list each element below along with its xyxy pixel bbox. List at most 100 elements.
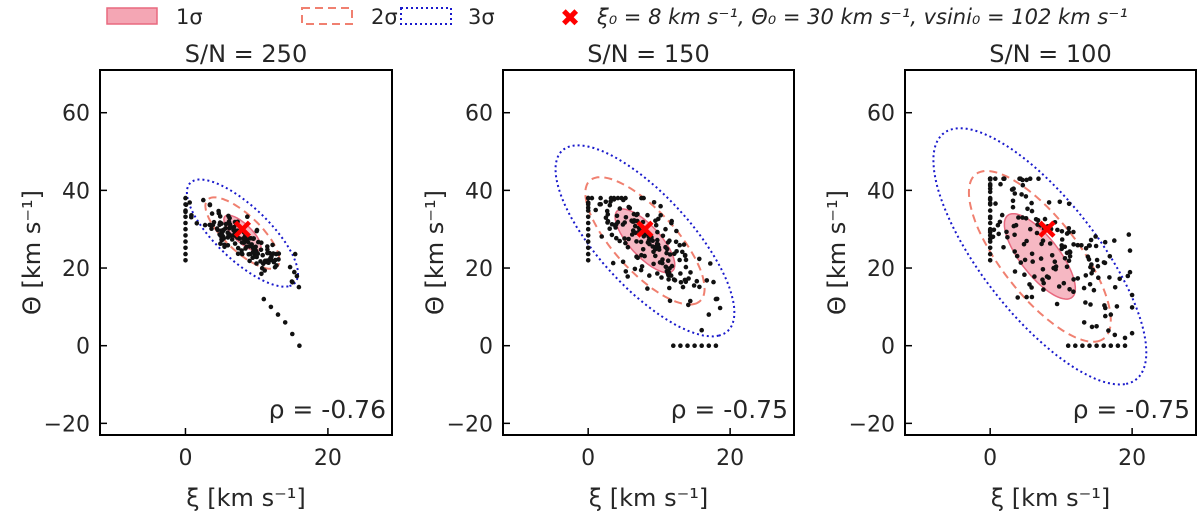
x-axis-label: ξ [km s⁻¹] — [186, 484, 305, 512]
y-tick-label: 40 — [465, 179, 493, 204]
scatter-point — [1059, 237, 1065, 242]
scatter-point — [993, 201, 998, 206]
scatter-point — [1075, 276, 1081, 281]
scatter-point — [235, 245, 241, 251]
scatter-point — [1112, 332, 1118, 338]
axes-frame — [502, 69, 795, 436]
scatter-point — [620, 259, 626, 265]
scatter-point — [1083, 300, 1088, 305]
scatter-point — [615, 195, 621, 201]
scatter-point — [294, 273, 300, 279]
scatter-point — [706, 343, 712, 349]
scatter-point — [1030, 259, 1035, 264]
scatter-point — [621, 197, 626, 203]
scatter-point — [183, 239, 188, 244]
scatter-point — [183, 226, 188, 232]
scatter-point — [215, 227, 220, 233]
scatter-point — [253, 250, 259, 255]
scatter-point — [1046, 275, 1051, 280]
scatter-point — [686, 302, 691, 308]
scatter-point — [987, 233, 993, 238]
scatter-point — [672, 278, 678, 283]
scatter-point — [639, 264, 645, 269]
y-tick-label: −20 — [447, 412, 493, 437]
scatter-point — [259, 271, 264, 277]
scatter-point — [1067, 253, 1073, 259]
scatter-point — [1018, 260, 1024, 265]
ellipse-2sigma — [967, 170, 1112, 343]
y-tick-label: 20 — [465, 257, 493, 282]
scatter-point — [1062, 255, 1068, 261]
scatter-point — [183, 233, 188, 238]
scatter-point — [254, 261, 259, 266]
scatter-point — [1001, 176, 1006, 181]
scatter-point — [1029, 200, 1034, 206]
scatter-point — [1054, 301, 1060, 307]
scatter-point — [290, 331, 295, 337]
x-tick-label: 20 — [1118, 446, 1146, 471]
scatter-point — [1029, 208, 1035, 214]
scatter-point — [996, 231, 1001, 237]
scatter-point — [607, 226, 612, 231]
scatter-point — [667, 285, 672, 291]
ellipse-1sigma — [1003, 212, 1077, 300]
legend-label-truth: ξ₀ = 8 km s⁻¹, Θ₀ = 30 km s⁻¹, vsini₀ = … — [596, 5, 1128, 29]
scatter-point — [1066, 258, 1072, 264]
scatter-point — [653, 247, 658, 252]
scatter-point — [1035, 218, 1041, 223]
scatter-point — [209, 211, 215, 216]
scatter-point — [645, 286, 650, 291]
scatter-point — [699, 343, 704, 349]
scatter-point — [692, 343, 697, 349]
scatter-point — [1129, 305, 1135, 310]
scatter-point — [1067, 287, 1072, 292]
scatter-point — [292, 269, 297, 275]
scatter-point — [585, 226, 591, 232]
scatter-point — [987, 226, 993, 232]
scatter-point — [272, 264, 278, 270]
scatter-point — [660, 260, 665, 266]
scatter-point — [1122, 335, 1128, 341]
scatter-point — [1127, 269, 1133, 275]
scatter-point — [1071, 242, 1076, 247]
scatter-point — [674, 228, 679, 234]
scatter-point — [226, 219, 232, 225]
scatter-point — [987, 177, 993, 182]
scatter-point — [1117, 276, 1122, 282]
x-tick-label: 0 — [178, 446, 192, 471]
scatter-point — [1032, 274, 1037, 279]
scatter-point — [660, 233, 666, 239]
scatter-point — [585, 220, 591, 226]
scatter-point — [219, 232, 225, 238]
scatter-point — [607, 202, 613, 208]
scatter-point — [1101, 343, 1106, 349]
scatter-point — [713, 296, 719, 302]
scatter-point — [1024, 177, 1029, 183]
scatter-point — [1038, 256, 1044, 261]
scatter-point — [987, 245, 993, 251]
scatter-point — [217, 222, 222, 228]
scatter-point — [608, 195, 614, 201]
y-tick-label: 0 — [479, 335, 493, 360]
scatter-point — [183, 220, 188, 226]
scatter-point — [685, 343, 690, 349]
scatter-point — [699, 327, 704, 333]
scatter-point — [603, 199, 609, 205]
x-axis-label: ξ [km s⁻¹] — [589, 484, 708, 512]
scatter-point — [713, 343, 719, 349]
scatter-point — [653, 253, 658, 259]
scatter-point — [1091, 287, 1097, 293]
scatter-point — [999, 212, 1005, 218]
scatter-point — [246, 252, 251, 257]
scatter-point — [605, 218, 611, 224]
scatter-point — [1005, 235, 1010, 240]
scatter-point — [207, 222, 212, 228]
scatter-point — [995, 222, 1001, 228]
legend-label-1sigma: 1σ — [176, 5, 203, 29]
scatter-point — [250, 246, 256, 251]
scatter-point — [610, 260, 616, 266]
scatter-point — [585, 214, 591, 220]
scatter-point — [585, 258, 591, 263]
y-tick-label: 20 — [62, 257, 90, 282]
scatter-point — [296, 284, 302, 290]
